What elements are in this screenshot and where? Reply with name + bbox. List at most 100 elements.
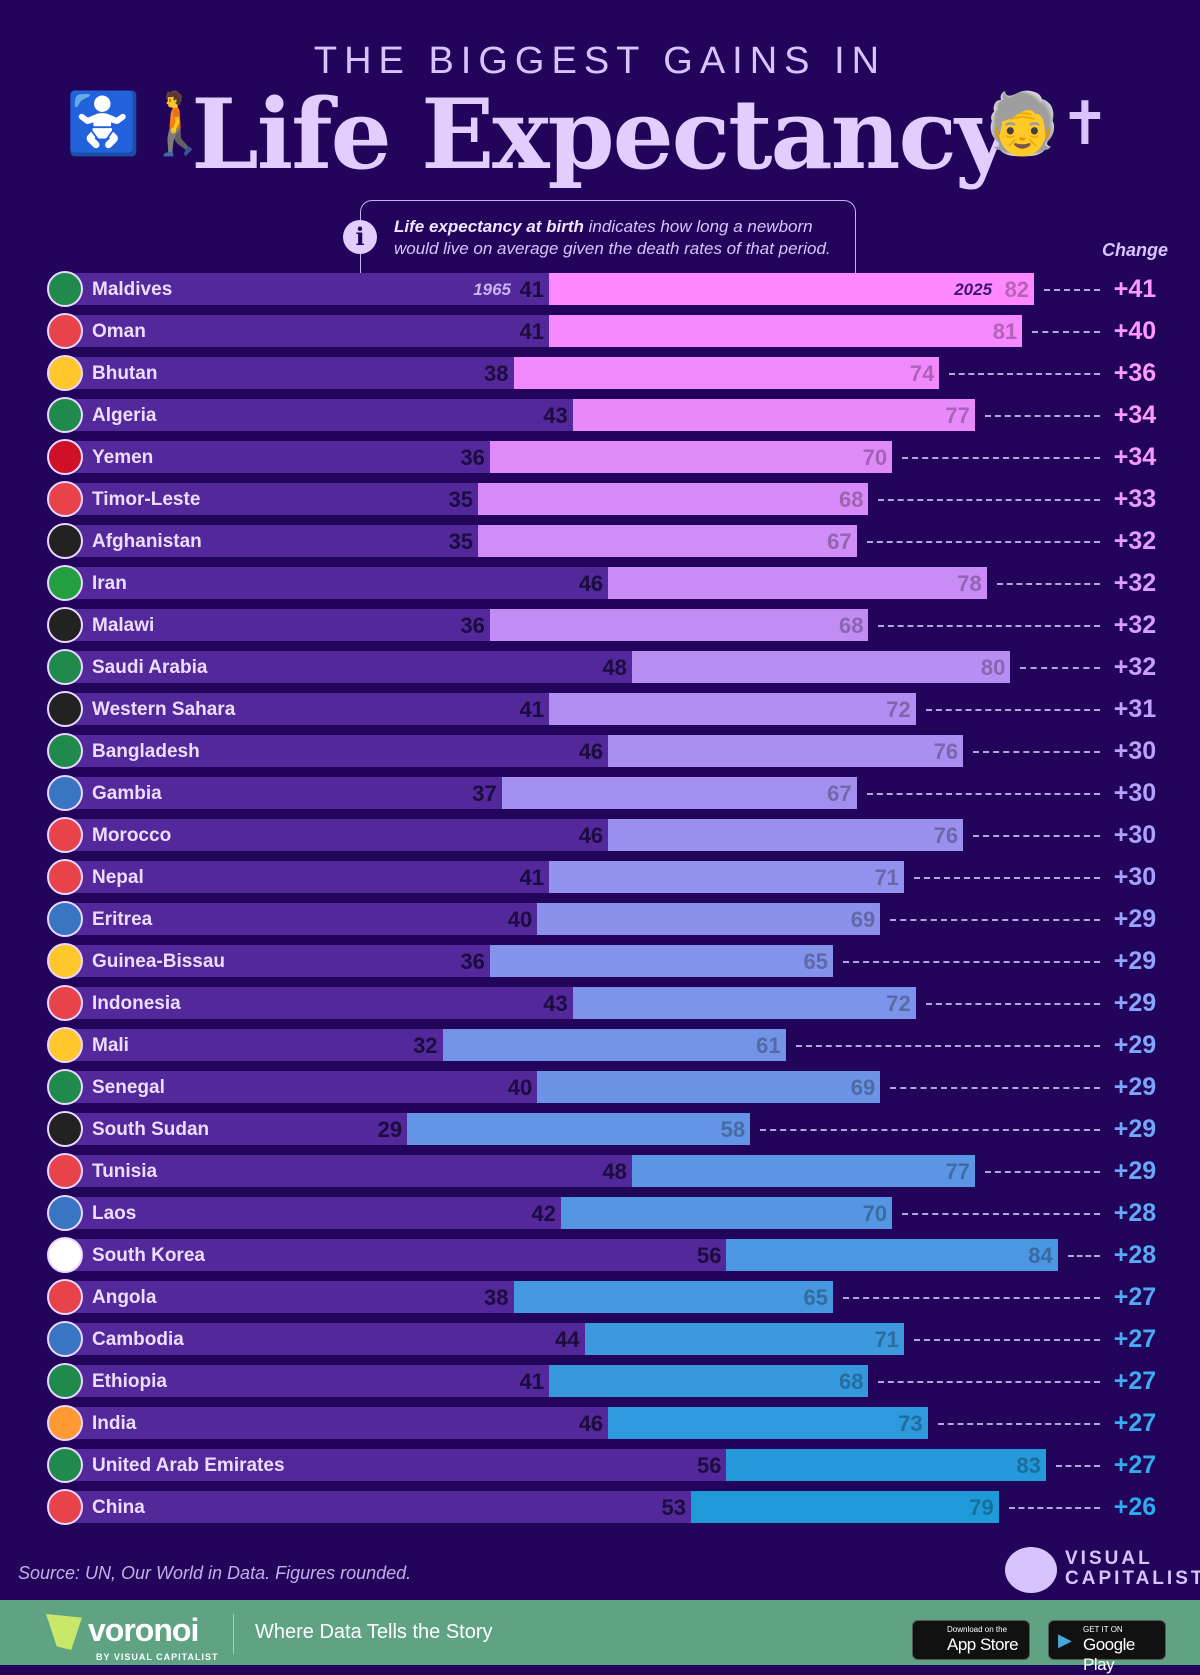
play-icon: ▶	[1058, 1630, 1072, 1650]
value-1965: 53	[661, 1495, 686, 1520]
google-play-button[interactable]: ▶ GET IT ON Google Play	[1048, 1620, 1166, 1674]
label-1965: 1965	[473, 280, 512, 299]
bar-row: Nepal 41 71 +30	[0, 859, 1200, 895]
country-name: Bhutan	[92, 363, 158, 384]
flag-icon	[47, 1111, 83, 1147]
change-value: +29	[1113, 947, 1157, 975]
value-1965: 29	[377, 1117, 403, 1142]
bar-2025	[549, 861, 904, 893]
info-icon: i	[343, 220, 377, 254]
country-name: China	[92, 1497, 145, 1518]
bar-row: Bhutan 38 74 +36	[0, 355, 1200, 391]
bar-2025	[726, 1239, 1058, 1271]
leader-line	[842, 961, 1100, 963]
bar-1965	[64, 315, 550, 347]
country-name: Yemen	[92, 447, 154, 468]
value-2025: 77	[945, 1159, 970, 1184]
bar-1965	[64, 1365, 550, 1397]
bar-2025	[560, 1197, 893, 1229]
bar-row: United Arab Emirates 56 83 +27	[0, 1447, 1200, 1483]
leader-line	[1067, 1255, 1100, 1257]
leader-line	[866, 541, 1100, 543]
leader-line	[760, 1129, 1100, 1131]
bar-row: South Korea 56 84 +28	[0, 1237, 1200, 1273]
bar-row: Gambia 37 67 +30	[0, 775, 1200, 811]
value-2025: 65	[803, 1285, 828, 1310]
value-1965: 48	[602, 655, 627, 680]
value-1965: 56	[696, 1243, 722, 1268]
bar-1965	[64, 567, 609, 599]
leader-line	[1032, 331, 1100, 333]
flag-icon	[47, 1489, 83, 1525]
bar-2025	[478, 525, 857, 557]
value-1965: 41	[519, 319, 545, 344]
value-1965: 44	[555, 1327, 580, 1352]
visual-capitalist-logo: VISUAL CAPITALIST	[1005, 1545, 1200, 1595]
change-value: +27	[1113, 1325, 1157, 1353]
leader-line	[937, 1423, 1100, 1425]
leader-line	[984, 1171, 1100, 1173]
value-1965: 42	[531, 1201, 556, 1226]
country-name: Gambia	[92, 783, 162, 804]
leader-line	[866, 793, 1100, 795]
leader-line	[913, 877, 1100, 879]
leader-line	[878, 1381, 1100, 1383]
bar-row: Ethiopia 41 68 +27	[0, 1363, 1200, 1399]
change-value: +29	[1113, 989, 1157, 1017]
value-2025: 71	[874, 1327, 899, 1352]
flag-icon	[47, 1195, 83, 1231]
flag-icon	[47, 1237, 83, 1273]
bar-row: Angola 38 65 +27	[0, 1279, 1200, 1315]
value-2025: 69	[850, 1075, 876, 1100]
country-name: India	[92, 1413, 137, 1434]
value-1965: 48	[602, 1159, 627, 1184]
bar-2025	[690, 1491, 999, 1523]
bar-row: Guinea-Bissau 36 65 +29	[0, 943, 1200, 979]
flag-icon	[47, 439, 83, 475]
flag-icon	[47, 523, 83, 559]
app-store-button[interactable]: Download on the App Store	[912, 1620, 1030, 1660]
value-1965: 41	[519, 697, 545, 722]
value-2025: 70	[862, 445, 888, 470]
leader-line	[925, 1003, 1100, 1005]
flag-icon	[47, 271, 83, 307]
leader-line	[1055, 1465, 1100, 1467]
country-name: Timor-Leste	[92, 489, 201, 510]
country-name: Mali	[92, 1035, 129, 1056]
flag-icon	[47, 691, 83, 727]
bar-2025	[407, 1113, 751, 1145]
leader-line	[996, 583, 1100, 585]
page-title: Life Expectancy	[191, 78, 1010, 191]
bar-1965	[64, 819, 609, 851]
leader-line	[1020, 667, 1100, 669]
flag-icon	[47, 649, 83, 685]
bar-1965	[64, 1491, 691, 1523]
country-name: Tunisia	[92, 1161, 158, 1182]
country-name: South Korea	[92, 1245, 205, 1266]
change-value: +26	[1113, 1493, 1157, 1521]
change-value: +30	[1113, 779, 1157, 807]
value-1965: 40	[507, 1075, 533, 1100]
bar-2025	[489, 441, 893, 473]
bar-1965	[64, 357, 514, 389]
flag-icon	[47, 607, 83, 643]
appstore-small: Download on the	[947, 1625, 1008, 1634]
info-text: Life expectancy at birth indicates how l…	[394, 216, 854, 260]
bar-1965	[64, 735, 609, 767]
value-2025: 80	[980, 655, 1006, 680]
value-2025: 83	[1016, 1453, 1041, 1478]
change-header: Change	[1101, 240, 1168, 260]
country-name: Bangladesh	[92, 741, 200, 762]
value-1965: 40	[507, 907, 533, 932]
bar-row: China 53 79 +26	[0, 1489, 1200, 1525]
source: Source: UN, Our World in Data. Figures r…	[18, 1563, 412, 1583]
change-value: +27	[1113, 1451, 1157, 1479]
value-1965: 43	[543, 403, 568, 428]
country-name: Angola	[92, 1287, 157, 1308]
country-name: Ethiopia	[92, 1371, 167, 1392]
change-value: +28	[1113, 1199, 1157, 1227]
value-1965: 38	[484, 1285, 509, 1310]
bar-2025	[549, 1365, 869, 1397]
change-value: +29	[1113, 1073, 1157, 1101]
bar-2025	[631, 1155, 975, 1187]
